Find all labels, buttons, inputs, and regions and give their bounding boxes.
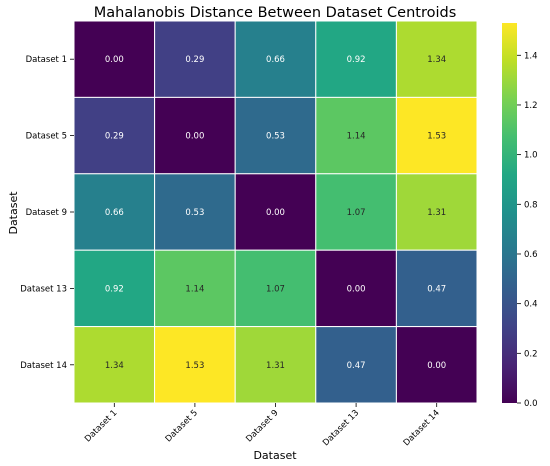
heatmap-cell [315, 20, 397, 98]
colorbar-tick-label: 0.6 [524, 250, 538, 260]
cell-value-label: 1.34 [105, 361, 124, 371]
heatmap-cell [315, 249, 397, 328]
cell-value-label: 1.31 [266, 361, 285, 371]
heatmap-cell [73, 326, 156, 404]
heatmap-cell [154, 20, 236, 98]
colorbar-tick-label: 1.2 [524, 101, 538, 111]
heatmap-cell [154, 173, 236, 251]
cell-value-label: 1.07 [347, 208, 366, 218]
cell-value-label: 1.14 [347, 132, 366, 142]
y-tick-label: Dataset 1 [26, 55, 67, 65]
heatmap-cell [395, 20, 478, 98]
cell-value-label: 0.00 [427, 361, 446, 371]
cell-value-label: 1.34 [427, 55, 446, 65]
cell-value-label: 0.47 [427, 284, 446, 294]
heatmap-cell [395, 96, 478, 175]
colorbar-tick-label: 0.0 [524, 399, 538, 409]
x-tick-label: Dataset 13 [321, 408, 361, 448]
cell-value-label: 1.07 [266, 284, 285, 294]
colorbar-ticks: 0.0 0.2 0.4 0.6 0.8 1.0 1.2 1.4 [517, 51, 538, 409]
colorbar-tick-label: 0.4 [524, 300, 538, 310]
cell-value-label: 0.29 [105, 132, 124, 142]
heatmap-cell [395, 249, 478, 328]
heatmap-cell [154, 326, 236, 404]
x-axis-label: Dataset [253, 449, 297, 462]
y-tick-labels: Dataset 1 Dataset 5 Dataset 9 Dataset 13 Dat… [20, 55, 74, 371]
cell-value-label: 0.00 [347, 284, 366, 294]
cell-value-label: 1.53 [427, 132, 446, 142]
cell-value-label: 1.53 [185, 361, 204, 371]
cell-value-label: 0.00 [105, 55, 124, 65]
heatmap-cells: 0.00 0.29 0.66 0.92 1.34 0.29 0.00 0.53 1.14 1.53… [73, 20, 478, 404]
y-tick-label: Dataset 9 [26, 208, 67, 218]
cell-value-label: 0.53 [185, 208, 204, 218]
chart-title: Mahalanobis Distance Between Dataset Cen… [94, 5, 457, 21]
cell-value-label: 0.00 [185, 132, 204, 142]
heatmap-cell [234, 96, 317, 175]
heatmap-cell [73, 96, 156, 175]
heatmap-cell [234, 173, 317, 251]
x-tick-label: Dataset 14 [402, 408, 442, 448]
x-tick-label: Dataset 5 [164, 408, 200, 444]
cell-value-label: 1.31 [427, 208, 446, 218]
cell-value-label: 1.14 [185, 284, 204, 294]
cell-value-label: 0.00 [266, 208, 285, 218]
heatmap-cell [395, 173, 478, 251]
heatmap-cell [315, 173, 397, 251]
heatmap-cell [73, 20, 156, 98]
colorbar-tick-label: 0.8 [524, 200, 538, 210]
heatmap-cell [234, 249, 317, 328]
heatmap-cell [234, 20, 317, 98]
y-tick-label: Dataset 14 [20, 361, 67, 371]
cell-value-label: 0.53 [266, 132, 285, 142]
cell-value-label: 0.29 [185, 55, 204, 65]
cell-value-label: 0.47 [347, 361, 366, 371]
x-tick-label: Dataset 1 [83, 408, 119, 444]
colorbar-tick-label: 1.4 [524, 51, 538, 61]
cell-value-label: 0.92 [105, 284, 124, 294]
x-tick-label: Dataset 9 [244, 408, 280, 444]
cell-value-label: 0.66 [105, 208, 124, 218]
colorbar-tick-label: 1.0 [524, 151, 538, 161]
heatmap-cell [154, 249, 236, 328]
heatmap-cell [234, 326, 317, 404]
x-tick-labels: Dataset 1 Dataset 5 Dataset 9 Dataset 13 Dat… [83, 403, 442, 448]
colorbar-tick-label: 0.2 [524, 349, 538, 359]
heatmap-cell [395, 326, 478, 404]
y-tick-label: Dataset 5 [26, 132, 67, 142]
cell-value-label: 0.92 [347, 55, 366, 65]
y-axis-label: Dataset [7, 191, 20, 235]
colorbar [502, 23, 517, 403]
y-tick-label: Dataset 13 [20, 284, 67, 294]
cell-value-label: 0.66 [266, 55, 285, 65]
